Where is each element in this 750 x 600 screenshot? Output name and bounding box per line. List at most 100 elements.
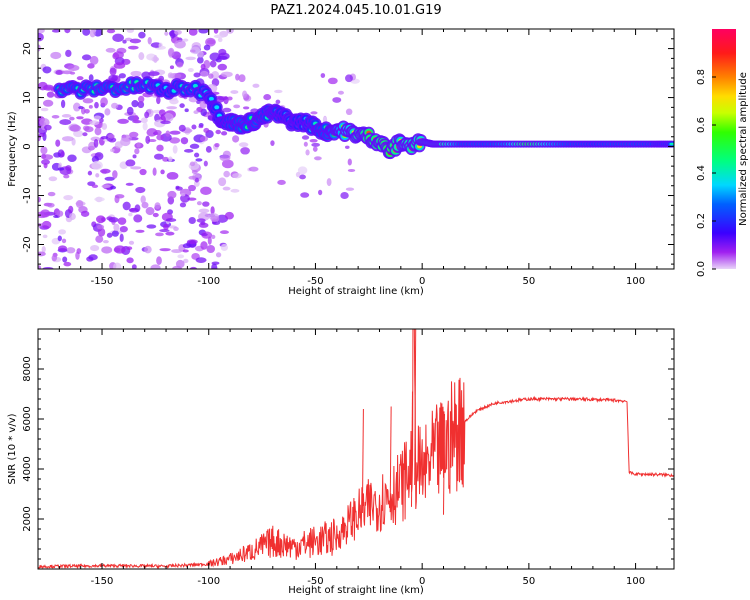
spectrogram-noise-blob <box>136 142 141 148</box>
x-tick-label: 50 <box>523 576 536 587</box>
spectrogram-noise-blob <box>238 142 249 148</box>
spectrogram-noise-blob <box>217 55 228 60</box>
spectrogram-noise-blob <box>153 54 158 64</box>
spectrogram-noise-blob <box>134 204 141 212</box>
spectrogram-noise-blob <box>179 202 187 208</box>
spectrogram-noise-blob <box>211 234 216 240</box>
spectrogram-noise-blob <box>88 254 98 261</box>
spectrogram-noise-blob <box>203 127 210 133</box>
spectrogram-noise-blob <box>137 101 145 109</box>
spectrogram-noise-blob <box>38 29 45 34</box>
spectrogram-noise-blob <box>200 241 208 250</box>
spectrogram-noise-blob <box>110 148 115 153</box>
spectrogram-noise-blob <box>145 207 155 216</box>
spectrogram-noise-blob <box>165 130 171 137</box>
spectrogram-noise-blob <box>127 45 139 50</box>
spectrogram-noise-blob <box>164 31 169 36</box>
spectrogram-noise-blob <box>95 235 104 243</box>
spectrogram-noise-blob <box>130 70 142 77</box>
spectrogram-noise-blob <box>106 232 113 238</box>
spectrogram-noise-blob <box>174 29 182 35</box>
y-tick-label: 4000 <box>22 456 33 481</box>
spectrogram-noise-blob <box>196 201 202 206</box>
spectrogram-noise-blob <box>224 211 234 220</box>
spectrogram-noise-blob <box>182 243 192 249</box>
spectrogram-noise-blob <box>41 246 46 253</box>
spectrogram-noise-blob <box>51 114 60 119</box>
spectrogram-noise-blob <box>148 71 160 77</box>
spectrogram-noise-blob <box>63 174 70 179</box>
spectrogram-noise-blob <box>222 186 231 191</box>
spectrogram-noise-blob <box>158 109 166 117</box>
spectrogram-noise-blob <box>182 249 189 253</box>
spectrogram-noise-blob <box>168 156 173 162</box>
spectrogram-noise-blob <box>194 177 199 183</box>
spectrogram-noise-blob <box>153 153 164 160</box>
spectrogram-noise-blob <box>113 51 124 59</box>
colorbar-tick-label: 0.8 <box>696 69 707 85</box>
spectrogram-noise-blob <box>131 100 139 108</box>
spectrogram-noise-blob <box>158 42 163 49</box>
spectrogram-noise-blob <box>113 223 120 232</box>
spectrogram-noise-blob <box>42 99 54 107</box>
spectrogram-noise-blob <box>171 249 183 254</box>
spectrogram-noise-blob <box>198 208 210 214</box>
spectrogram-noise-blob <box>69 116 75 121</box>
spectrogram-noise-blob <box>240 147 250 155</box>
spectrogram-noise-blob <box>233 104 241 109</box>
spectrogram-noise-blob <box>63 194 74 201</box>
snr-spike <box>443 413 446 515</box>
spectrogram-noise-blob <box>194 174 201 178</box>
spectrogram-noise-blob <box>189 266 198 269</box>
spectrogram-noise-blob <box>311 142 320 147</box>
spectrogram-noise-blob <box>220 243 229 252</box>
spectrogram-noise-blob <box>96 224 105 230</box>
spectrogram-noise-blob <box>252 83 260 88</box>
spectrogram-noise-blob <box>187 67 194 73</box>
spectrogram-noise-blob <box>128 212 133 217</box>
spectrogram-noise-blob <box>89 55 99 65</box>
spectrogram-noise-blob <box>232 172 242 179</box>
spectrogram-noise-blob <box>104 108 111 116</box>
spectrogram-noise-blob <box>174 39 186 49</box>
snr-spike <box>410 391 413 507</box>
spectrogram-noise-blob <box>295 171 301 178</box>
spectrogram-noise-blob <box>227 96 233 101</box>
spectrogram-noise-blob <box>138 95 145 103</box>
spectrogram-noise-blob <box>129 131 139 138</box>
spectrogram-noise-blob <box>91 160 103 170</box>
spectrogram-noise-blob <box>89 120 100 126</box>
spectrogram-noise-blob <box>219 154 231 162</box>
spectrogram-noise-blob <box>337 90 344 95</box>
spectrogram-noise-blob <box>299 174 306 180</box>
spectrogram-noise-blob <box>140 195 146 204</box>
spectrogram-noise-blob <box>218 48 227 56</box>
spectrogram-noise-blob <box>166 106 178 110</box>
spectrogram-noise-blob <box>223 170 230 178</box>
spectrogram-noise-blob <box>62 256 68 263</box>
spectrogram-noise-blob <box>347 168 356 172</box>
spectrogram-noise-blob <box>88 74 94 82</box>
spectrogram-noise-blob <box>114 195 120 204</box>
spectrogram-noise-blob <box>39 118 50 127</box>
spectrogram-noise-blob <box>195 158 203 162</box>
spectrogram-noise-blob <box>191 42 202 50</box>
spectrogram-noise-blob <box>42 266 54 269</box>
spectrogram-noise-blob <box>64 29 71 34</box>
snr-spike <box>389 406 392 513</box>
spectrogram-noise-blob <box>38 196 41 203</box>
spectrogram-noise-blob <box>144 111 150 119</box>
spectrogram-noise-blob <box>108 74 118 82</box>
spectrogram-noise-blob <box>206 244 216 254</box>
spectrogram-noise-blob <box>242 90 248 98</box>
spectrogram-noise-blob <box>40 209 51 218</box>
spectrogram-noise-blob <box>320 73 326 78</box>
spectrogram-noise-blob <box>76 116 84 120</box>
spectrogram-noise-blob <box>51 254 58 262</box>
spectrogram-noise-blob <box>43 162 48 169</box>
spectrogram-noise-blob <box>67 64 80 72</box>
spectrogram-noise-blob <box>313 156 322 161</box>
spectrogram-noise-blob <box>61 70 73 75</box>
spectrogram-noise-blob <box>197 50 204 58</box>
colorbar-tick-label: 0.4 <box>696 165 707 181</box>
